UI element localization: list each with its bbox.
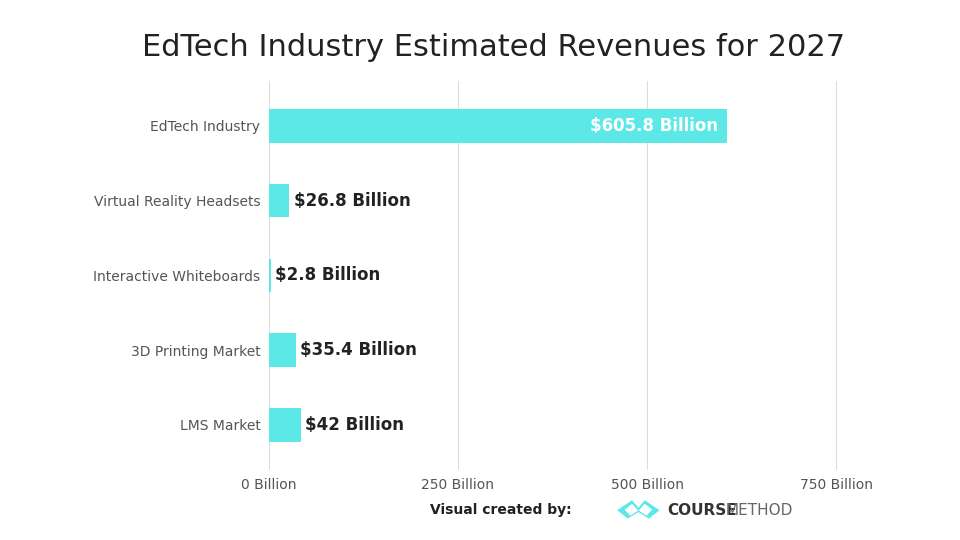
Bar bbox=[269, 109, 728, 143]
Bar bbox=[269, 184, 289, 218]
Text: $35.4 Billion: $35.4 Billion bbox=[300, 341, 417, 359]
Title: EdTech Industry Estimated Revenues for 2027: EdTech Industry Estimated Revenues for 2… bbox=[142, 33, 846, 62]
Text: METHOD: METHOD bbox=[726, 503, 793, 518]
Bar bbox=[269, 259, 271, 292]
Bar bbox=[269, 408, 300, 442]
Text: Visual created by:: Visual created by: bbox=[429, 503, 571, 517]
Text: COURSE: COURSE bbox=[667, 503, 737, 518]
Bar bbox=[269, 333, 296, 367]
Text: $26.8 Billion: $26.8 Billion bbox=[294, 192, 410, 210]
Text: $2.8 Billion: $2.8 Billion bbox=[276, 266, 381, 285]
Text: $605.8 Billion: $605.8 Billion bbox=[590, 117, 718, 135]
Text: $42 Billion: $42 Billion bbox=[305, 416, 404, 434]
